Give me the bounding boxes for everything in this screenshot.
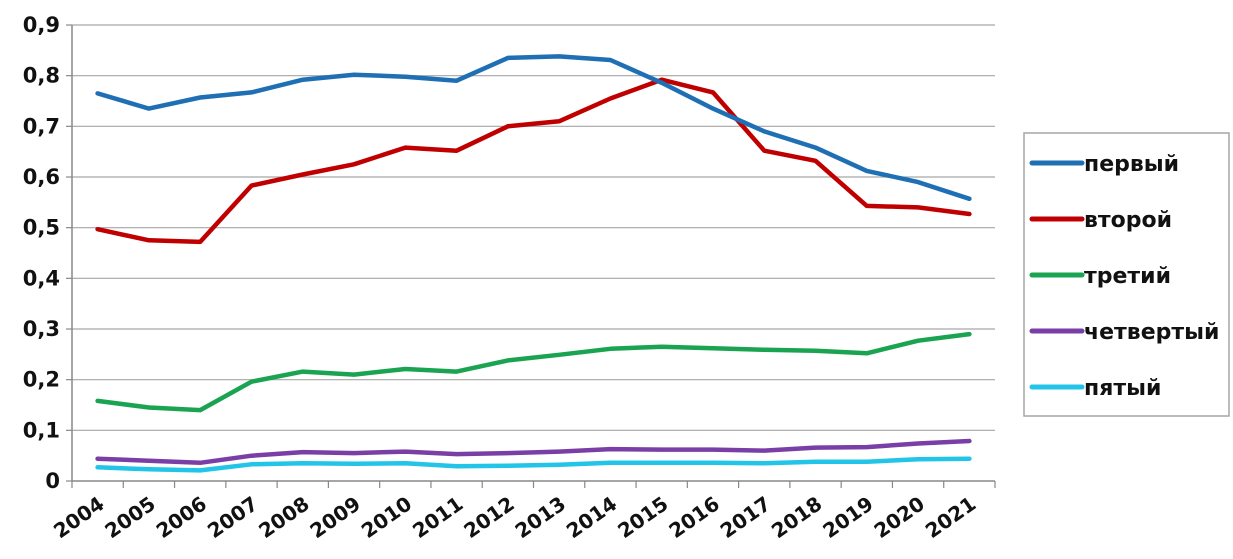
legend-label: второй — [1084, 208, 1172, 233]
y-tick-label: 0,7 — [23, 114, 60, 138]
series-line-пятый — [95, 456, 972, 473]
x-tick-label: 2012 — [459, 491, 518, 543]
x-tick-label: 2011 — [408, 491, 467, 543]
x-tick-label: 2010 — [357, 491, 416, 543]
series-line-третий — [95, 331, 972, 413]
y-tick-label: 0,1 — [23, 418, 60, 442]
y-tick-label: 0,5 — [23, 216, 60, 240]
y-tick-label: 0,3 — [23, 317, 60, 341]
x-tick-label: 2016 — [664, 491, 723, 543]
series-line-первый — [95, 54, 972, 202]
x-tick-label: 2005 — [100, 491, 159, 543]
x-tick-label: 2017 — [716, 491, 775, 543]
x-tick-label: 2020 — [870, 491, 929, 543]
y-tick-label: 0,6 — [23, 165, 60, 189]
y-tick-label: 0,8 — [23, 64, 60, 88]
x-tick-label: 2009 — [306, 491, 365, 543]
x-tick-label: 2018 — [767, 491, 826, 543]
x-tick-label: 2021 — [921, 491, 980, 543]
y-axis-tick-labels: 0 0,1 0,2 0,3 0,4 0,5 0,6 0,7 0,8 0,9 — [23, 13, 60, 493]
axes — [66, 24, 996, 488]
y-tick-label: 0 — [45, 469, 60, 493]
gridlines — [72, 24, 995, 431]
series-line-четвертый — [95, 438, 972, 466]
legend: первый второй третий четвертый пятый — [1023, 132, 1230, 417]
series-lines — [95, 54, 972, 473]
x-axis-tick-labels: 2004200520062007200820092010201120122013… — [49, 491, 980, 543]
y-tick-label: 0,2 — [23, 368, 60, 392]
y-tick-label: 0,4 — [23, 266, 60, 290]
x-tick-label: 2013 — [511, 491, 570, 543]
x-tick-label: 2014 — [562, 491, 621, 543]
x-tick-label: 2007 — [203, 491, 262, 543]
y-tick-label: 0,9 — [23, 13, 60, 37]
legend-label: пятый — [1084, 376, 1161, 401]
x-tick-label: 2019 — [818, 491, 877, 543]
legend-label: четвертый — [1084, 320, 1219, 345]
legend-label: первый — [1084, 152, 1179, 177]
x-tick-label: 2004 — [49, 491, 108, 543]
x-tick-label: 2006 — [152, 491, 211, 543]
x-tick-label: 2008 — [254, 491, 313, 543]
series-line-второй — [95, 77, 972, 245]
x-tick-label: 2015 — [613, 491, 672, 543]
legend-label: третий — [1084, 264, 1171, 289]
